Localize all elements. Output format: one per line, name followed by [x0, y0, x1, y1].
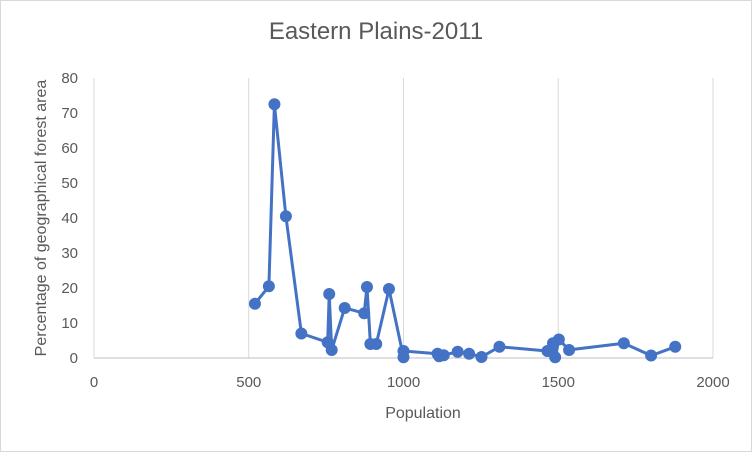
- data-point: [549, 351, 562, 364]
- data-point: [325, 343, 338, 356]
- data-point: [475, 350, 488, 363]
- data-point: [295, 327, 308, 340]
- y-tick-label: 70: [61, 105, 78, 122]
- data-point: [262, 280, 275, 293]
- series-line: [253, 102, 676, 359]
- y-tick-label: 20: [61, 280, 78, 297]
- y-tick-label: 40: [61, 210, 78, 227]
- x-tick-labels: 0 500 1000 1500 2000: [90, 374, 730, 391]
- data-point: [268, 98, 281, 111]
- y-tick-label: 60: [61, 140, 78, 157]
- y-tick-label: 80: [61, 70, 78, 87]
- chart-title: Eastern Plains-2011: [268, 18, 484, 45]
- gridlines: [93, 78, 714, 359]
- data-point: [451, 345, 464, 358]
- y-axis-title: Percentage of geographical forest area: [33, 80, 50, 357]
- series-group: [248, 98, 682, 364]
- x-axis-title: Population: [385, 405, 461, 422]
- data-point: [338, 301, 351, 314]
- x-tick-label: 1500: [542, 374, 575, 391]
- x-tick-label: 500: [236, 374, 261, 391]
- data-point: [382, 283, 395, 296]
- x-tick-label: 2000: [696, 374, 729, 391]
- data-point: [279, 210, 292, 223]
- data-point: [358, 307, 371, 320]
- data-point: [617, 337, 630, 350]
- data-point: [645, 349, 658, 362]
- x-tick-label: 1000: [387, 374, 420, 391]
- y-tick-label: 0: [70, 350, 78, 367]
- data-point: [563, 343, 576, 356]
- data-point: [669, 340, 682, 353]
- data-point: [360, 280, 373, 293]
- data-point: [552, 333, 565, 346]
- data-point: [323, 287, 336, 300]
- data-point: [493, 340, 506, 353]
- data-point: [437, 349, 450, 362]
- data-point: [370, 338, 383, 350]
- data-point: [463, 347, 476, 360]
- x-tick-label: 0: [90, 374, 98, 391]
- y-tick-label: 10: [61, 315, 78, 332]
- y-tick-labels: 0 10 20 30 40 50 60 70 80: [61, 70, 78, 367]
- data-point: [397, 345, 410, 357]
- y-tick-label: 30: [61, 245, 78, 262]
- y-tick-label: 50: [61, 175, 78, 192]
- data-point: [248, 297, 261, 310]
